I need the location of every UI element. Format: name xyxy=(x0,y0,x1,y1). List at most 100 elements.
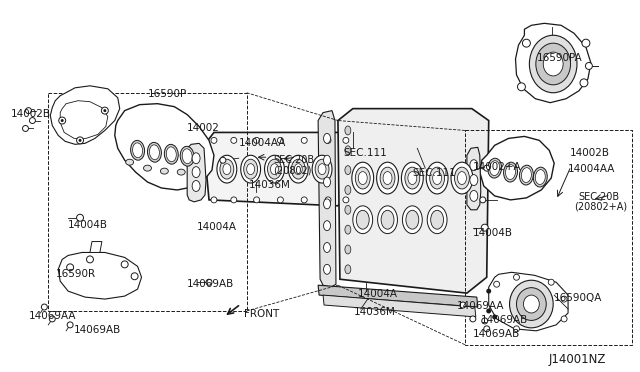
Circle shape xyxy=(86,256,93,263)
Ellipse shape xyxy=(132,143,143,158)
Circle shape xyxy=(67,322,73,328)
Ellipse shape xyxy=(217,155,237,183)
Circle shape xyxy=(231,197,237,203)
Ellipse shape xyxy=(324,177,330,187)
Text: 16590R: 16590R xyxy=(56,269,97,279)
Text: 14004A: 14004A xyxy=(197,222,237,232)
Ellipse shape xyxy=(345,265,351,274)
Circle shape xyxy=(253,197,260,203)
Circle shape xyxy=(580,79,588,87)
Text: 16590P: 16590P xyxy=(147,89,187,99)
Ellipse shape xyxy=(470,190,478,201)
Ellipse shape xyxy=(345,166,351,174)
Text: J14001NZ: J14001NZ xyxy=(548,353,605,366)
Ellipse shape xyxy=(380,167,395,189)
Ellipse shape xyxy=(264,155,284,183)
Ellipse shape xyxy=(429,167,445,189)
Circle shape xyxy=(325,137,331,143)
Ellipse shape xyxy=(524,295,540,313)
Text: 14036M: 14036M xyxy=(249,180,291,190)
Ellipse shape xyxy=(352,162,374,194)
Ellipse shape xyxy=(403,206,422,234)
Text: FRONT: FRONT xyxy=(244,309,279,319)
Text: 14069AB: 14069AB xyxy=(481,315,528,325)
Polygon shape xyxy=(318,110,336,287)
Circle shape xyxy=(231,137,237,143)
Ellipse shape xyxy=(345,146,351,155)
Circle shape xyxy=(343,137,349,143)
Circle shape xyxy=(29,118,35,124)
Text: 14004AA: 14004AA xyxy=(568,164,616,174)
Text: 14004B: 14004B xyxy=(473,228,513,238)
Ellipse shape xyxy=(246,164,255,174)
Bar xyxy=(465,131,632,345)
Ellipse shape xyxy=(488,158,502,178)
Ellipse shape xyxy=(143,165,152,171)
Ellipse shape xyxy=(241,155,260,183)
Ellipse shape xyxy=(125,159,134,165)
Circle shape xyxy=(480,197,486,203)
Circle shape xyxy=(460,302,466,308)
Ellipse shape xyxy=(543,52,563,76)
Ellipse shape xyxy=(428,206,447,234)
Ellipse shape xyxy=(490,161,500,176)
Ellipse shape xyxy=(289,155,308,183)
Ellipse shape xyxy=(220,159,234,179)
Ellipse shape xyxy=(356,210,369,229)
Text: 14002B: 14002B xyxy=(11,109,51,119)
Ellipse shape xyxy=(522,168,531,183)
Polygon shape xyxy=(187,143,206,202)
Ellipse shape xyxy=(150,145,159,160)
Ellipse shape xyxy=(355,167,370,189)
Ellipse shape xyxy=(345,245,351,254)
Circle shape xyxy=(482,318,488,324)
Text: 14069AA: 14069AA xyxy=(457,301,504,311)
Circle shape xyxy=(61,119,64,122)
Ellipse shape xyxy=(223,164,231,174)
Ellipse shape xyxy=(376,162,399,194)
Ellipse shape xyxy=(192,167,200,177)
Ellipse shape xyxy=(244,159,258,179)
Ellipse shape xyxy=(147,142,161,162)
Ellipse shape xyxy=(324,199,330,209)
Circle shape xyxy=(277,137,284,143)
Ellipse shape xyxy=(192,180,200,192)
Ellipse shape xyxy=(324,243,330,253)
Polygon shape xyxy=(480,137,554,200)
Ellipse shape xyxy=(192,153,200,164)
Ellipse shape xyxy=(345,225,351,234)
Circle shape xyxy=(481,224,488,231)
Circle shape xyxy=(586,62,593,70)
Ellipse shape xyxy=(353,206,372,234)
Circle shape xyxy=(518,83,525,91)
Circle shape xyxy=(77,137,83,144)
Text: 16590PA: 16590PA xyxy=(536,53,582,63)
Ellipse shape xyxy=(529,35,577,93)
Polygon shape xyxy=(338,109,489,293)
Ellipse shape xyxy=(345,126,351,135)
Ellipse shape xyxy=(312,155,332,183)
Circle shape xyxy=(101,107,108,114)
Circle shape xyxy=(343,197,349,203)
Polygon shape xyxy=(489,272,568,331)
Polygon shape xyxy=(58,253,141,299)
Circle shape xyxy=(26,108,31,113)
Ellipse shape xyxy=(318,164,326,174)
Ellipse shape xyxy=(291,159,305,179)
Circle shape xyxy=(493,281,500,287)
Circle shape xyxy=(486,308,491,314)
Circle shape xyxy=(253,137,260,143)
Ellipse shape xyxy=(358,171,367,185)
Ellipse shape xyxy=(470,174,478,186)
Ellipse shape xyxy=(324,264,330,274)
Ellipse shape xyxy=(161,168,168,174)
Text: 14004A: 14004A xyxy=(358,289,398,299)
Circle shape xyxy=(131,273,138,280)
Text: 16590QA: 16590QA xyxy=(554,293,602,303)
Circle shape xyxy=(492,314,497,320)
Text: 14069AB: 14069AB xyxy=(74,325,122,335)
Polygon shape xyxy=(467,147,481,210)
Ellipse shape xyxy=(166,147,176,162)
Ellipse shape xyxy=(408,171,417,185)
Ellipse shape xyxy=(131,140,145,160)
